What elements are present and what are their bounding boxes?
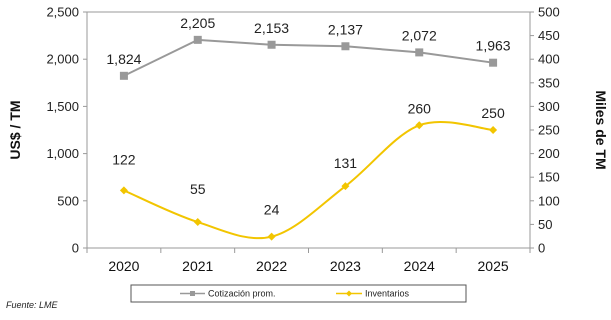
y2-tick-label: 500 bbox=[538, 5, 560, 20]
x-tick-label: 2023 bbox=[330, 258, 361, 274]
x-tick-label: 2022 bbox=[256, 258, 287, 274]
legend-box bbox=[130, 284, 467, 303]
y-axis-title: US$ / TM bbox=[7, 100, 23, 159]
x-tick-label: 2020 bbox=[108, 258, 139, 274]
series-layer bbox=[119, 35, 498, 241]
data-label-cotizacion: 2,205 bbox=[180, 15, 215, 31]
data-point-inventarios bbox=[267, 232, 276, 241]
y2-tick-label: 100 bbox=[538, 193, 560, 208]
x-tick-label: 2025 bbox=[478, 258, 509, 274]
y2-tick-label: 50 bbox=[538, 217, 552, 232]
data-point-inventarios bbox=[119, 186, 128, 195]
data-label-inventarios: 131 bbox=[334, 155, 358, 171]
data-label-inventarios: 122 bbox=[112, 151, 136, 167]
data-point-inventarios bbox=[415, 121, 424, 130]
y-tick-label: 500 bbox=[57, 193, 79, 208]
data-point-cotizacion bbox=[119, 71, 128, 80]
data-point-cotizacion bbox=[415, 48, 424, 57]
y2-tick-label: 300 bbox=[538, 99, 560, 114]
data-label-cotizacion: 2,137 bbox=[328, 21, 363, 37]
right-axis-ticks: 0 50 100 150 200 250 300 350 400 450 500 bbox=[530, 5, 560, 256]
source-note: Fuente: LME bbox=[6, 300, 58, 310]
y2-tick-label: 350 bbox=[538, 75, 560, 90]
data-point-cotizacion bbox=[341, 42, 350, 51]
y-tick-label: 1,000 bbox=[46, 146, 79, 161]
data-label-cotizacion: 1,963 bbox=[476, 38, 511, 54]
y2-tick-label: 250 bbox=[538, 123, 560, 138]
data-point-inventarios bbox=[193, 218, 202, 227]
y2-axis-title: Miles de TM bbox=[593, 90, 609, 169]
data-label-inventarios: 55 bbox=[190, 181, 206, 197]
series-line-cotizacion bbox=[123, 38, 494, 77]
legend-marker-inventarios bbox=[346, 290, 352, 297]
y-tick-label: 0 bbox=[72, 241, 79, 256]
legend: Cotización prom. Inventarios bbox=[130, 284, 467, 303]
data-labels: 1,824 2,205 2,153 2,137 2,072 1,963 122 55 24 131… bbox=[106, 15, 510, 218]
data-point-inventarios bbox=[489, 126, 498, 134]
data-label-inventarios: 24 bbox=[264, 202, 280, 218]
y2-tick-label: 450 bbox=[538, 28, 560, 43]
data-label-cotizacion: 2,072 bbox=[402, 27, 437, 43]
y-tick-label: 2,500 bbox=[46, 5, 79, 20]
data-label-cotizacion: 1,824 bbox=[106, 51, 141, 67]
y-tick-label: 2,000 bbox=[46, 52, 79, 67]
y2-tick-label: 0 bbox=[538, 241, 545, 256]
x-axis-ticks: 2020 2021 2022 2023 2024 2025 bbox=[86, 248, 531, 274]
y2-tick-label: 150 bbox=[538, 170, 560, 185]
data-point-inventarios bbox=[341, 182, 350, 191]
legend-label-cotizacion: Cotización prom. bbox=[208, 289, 276, 299]
plot-area bbox=[86, 11, 531, 249]
series-line-inventarios bbox=[123, 121, 494, 240]
data-label-cotizacion: 2,153 bbox=[254, 20, 289, 36]
data-point-cotizacion bbox=[267, 40, 276, 49]
data-point-cotizacion bbox=[193, 35, 202, 44]
y2-tick-label: 200 bbox=[538, 146, 560, 161]
y-tick-label: 1,500 bbox=[46, 99, 79, 114]
left-axis-ticks: 0 500 1,000 1,500 2,000 2,500 bbox=[46, 5, 87, 256]
data-label-inventarios: 250 bbox=[481, 105, 505, 121]
legend-label-inventarios: Inventarios bbox=[365, 289, 410, 299]
data-label-inventarios: 260 bbox=[408, 100, 432, 116]
data-point-cotizacion bbox=[489, 58, 498, 67]
y2-tick-label: 400 bbox=[538, 52, 560, 67]
x-tick-label: 2024 bbox=[404, 258, 435, 274]
legend-marker-cotizacion bbox=[190, 291, 195, 296]
x-tick-label: 2021 bbox=[182, 258, 213, 274]
